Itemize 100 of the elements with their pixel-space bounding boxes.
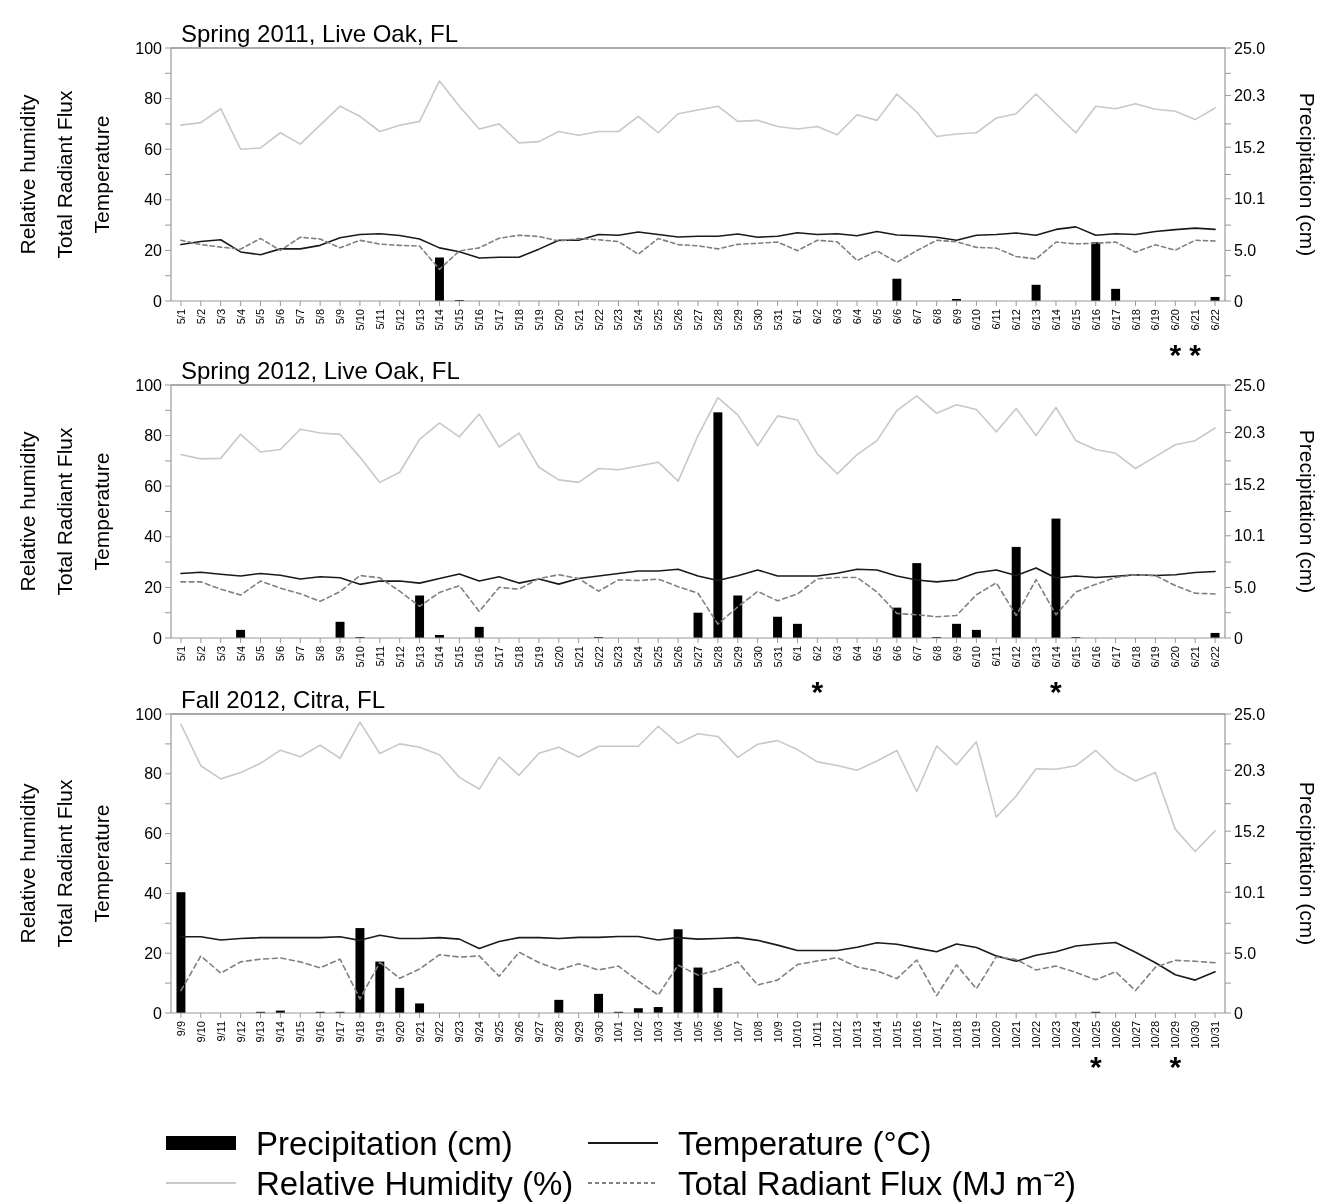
x-tick-label: 5/22: [592, 309, 605, 331]
y-tick-label: 40: [144, 528, 163, 546]
x-tick-label: 10/23: [1049, 1021, 1062, 1049]
x-tick-label: 5/2: [194, 646, 207, 662]
annotation: *: [1050, 675, 1063, 708]
x-tick-label: 5/1: [174, 646, 187, 662]
x-tick-label: 5/24: [632, 646, 645, 668]
x-tick-label: 10/11: [811, 1021, 824, 1048]
annotation: *: [1089, 1050, 1102, 1083]
x-tick-label: 6/22: [1209, 646, 1222, 668]
x-tick-label: 5/26: [672, 646, 685, 668]
x-tick-label: 6/6: [890, 309, 903, 325]
x-tick-label: 6/7: [910, 309, 923, 325]
y2-tick-label: 20.3: [1234, 87, 1266, 105]
y-tick-label: 80: [144, 765, 163, 783]
x-tick-label: 5/23: [612, 309, 625, 331]
x-tick-label: 5/3: [214, 309, 227, 325]
x-tick-label: 6/18: [1129, 646, 1142, 668]
x-tick-label: 5/16: [473, 646, 486, 668]
x-tick-label: 5/17: [493, 309, 506, 331]
x-tick-label: 10/15: [890, 1021, 903, 1049]
chart-title: Spring 2011, Live Oak, FL: [181, 20, 459, 47]
x-tick-label: 6/21: [1189, 646, 1202, 668]
y2-tick-label: 20.3: [1234, 424, 1266, 442]
x-tick-label: 5/12: [393, 309, 406, 331]
y2-axis-title: Precipitation (cm): [1296, 781, 1319, 946]
x-tick-label: 6/3: [831, 309, 844, 325]
x-tick-label: 5/6: [274, 309, 287, 325]
annotation: *: [811, 675, 824, 708]
x-tick-label: 5/4: [234, 309, 247, 325]
x-tick-label: 5/6: [274, 646, 287, 662]
x-tick-label: 10/14: [870, 1021, 883, 1049]
chart-title: Spring 2012, Live Oak, FL: [181, 357, 460, 384]
x-tick-label: 10/24: [1069, 1021, 1082, 1049]
x-tick-label: 6/13: [1030, 646, 1043, 668]
x-tick-label: 5/23: [612, 646, 625, 668]
y-tick-label: 100: [135, 39, 163, 57]
x-tick-label: 6/4: [851, 309, 864, 325]
x-tick-label: 5/12: [393, 646, 406, 668]
x-tick-label: 9/11: [214, 1021, 227, 1042]
y-tick-label: 40: [144, 885, 163, 902]
x-tick-label: 6/11: [990, 309, 1003, 330]
x-tick-label: 10/16: [910, 1021, 923, 1049]
x-tick-label: 9/24: [473, 1021, 486, 1043]
x-tick-label: 5/14: [433, 646, 446, 668]
x-tick-label: 6/16: [1089, 646, 1102, 668]
x-tick-label: 5/16: [473, 309, 486, 331]
x-tick-label: 5/21: [572, 309, 585, 331]
legend-label: Relative Humidity (%): [256, 1164, 574, 1202]
x-tick-label: 9/25: [493, 1021, 506, 1043]
x-tick-label: 9/9: [174, 1021, 187, 1037]
y2-tick-label: 25.0: [1234, 39, 1266, 57]
x-tick-label: 10/12: [831, 1021, 844, 1049]
y-axis-title: Relative humidity Total Radiant Flux Temperature: [16, 778, 113, 948]
y2-tick-label: 10.1: [1234, 190, 1266, 208]
x-tick-label: 10/7: [731, 1021, 744, 1043]
x-tick-label: 5/9: [334, 309, 347, 325]
x-tick-label: 5/8: [314, 646, 327, 662]
x-tick-label: 6/8: [930, 646, 943, 662]
y2-tick-label: 0: [1234, 292, 1243, 310]
x-tick-label: 6/2: [811, 309, 824, 325]
y2-tick-label: 5.0: [1234, 242, 1257, 259]
x-tick-label: 5/20: [552, 646, 565, 668]
x-tick-label: 5/18: [513, 309, 526, 331]
x-tick-label: 6/2: [811, 646, 824, 662]
x-tick-label: 6/10: [970, 309, 983, 331]
x-tick-label: 9/21: [413, 1021, 426, 1043]
x-tick-label: 6/12: [1010, 309, 1023, 331]
x-tick-label: 9/15: [294, 1021, 307, 1043]
x-tick-label: 9/16: [314, 1021, 327, 1043]
x-tick-label: 10/31: [1209, 1021, 1222, 1049]
x-tick-label: 6/19: [1149, 309, 1162, 331]
x-tick-label: 5/31: [771, 309, 784, 331]
x-tick-label: 9/12: [234, 1021, 247, 1043]
x-tick-label: 5/1: [174, 309, 187, 325]
x-tick-label: 10/2: [632, 1021, 645, 1043]
x-tick-label: 5/13: [413, 646, 426, 668]
x-tick-label: 6/17: [1109, 646, 1122, 668]
x-tick-label: 10/30: [1189, 1021, 1202, 1049]
x-tick-label: 9/20: [393, 1021, 406, 1043]
x-tick-label: 5/30: [751, 309, 764, 331]
x-tick-label: 5/27: [692, 309, 704, 331]
x-tick-label: 10/17: [930, 1021, 943, 1049]
x-tick-label: 5/9: [334, 646, 347, 662]
y-axis-title: Relative humidity Total Radiant Flux Temperature: [16, 89, 113, 259]
x-tick-label: 10/13: [851, 1021, 864, 1049]
x-tick-label: 9/18: [353, 1021, 366, 1043]
x-tick-label: 6/6: [890, 646, 903, 662]
x-tick-label: 6/7: [910, 646, 923, 662]
x-tick-label: 10/10: [791, 1021, 804, 1049]
y-tick-label: 20: [144, 242, 163, 259]
x-tick-label: 6/9: [950, 309, 963, 325]
x-tick-label: 5/21: [572, 646, 585, 668]
x-tick-label: 5/14: [433, 309, 446, 331]
x-tick-label: 10/27: [1129, 1021, 1142, 1049]
annotation: *: [1169, 1050, 1182, 1083]
y2-axis-title: Precipitation (cm): [1296, 92, 1319, 257]
x-tick-label: 10/4: [672, 1021, 685, 1043]
x-tick-label: 10/5: [692, 1021, 704, 1043]
y2-tick-label: 0: [1234, 1004, 1243, 1022]
